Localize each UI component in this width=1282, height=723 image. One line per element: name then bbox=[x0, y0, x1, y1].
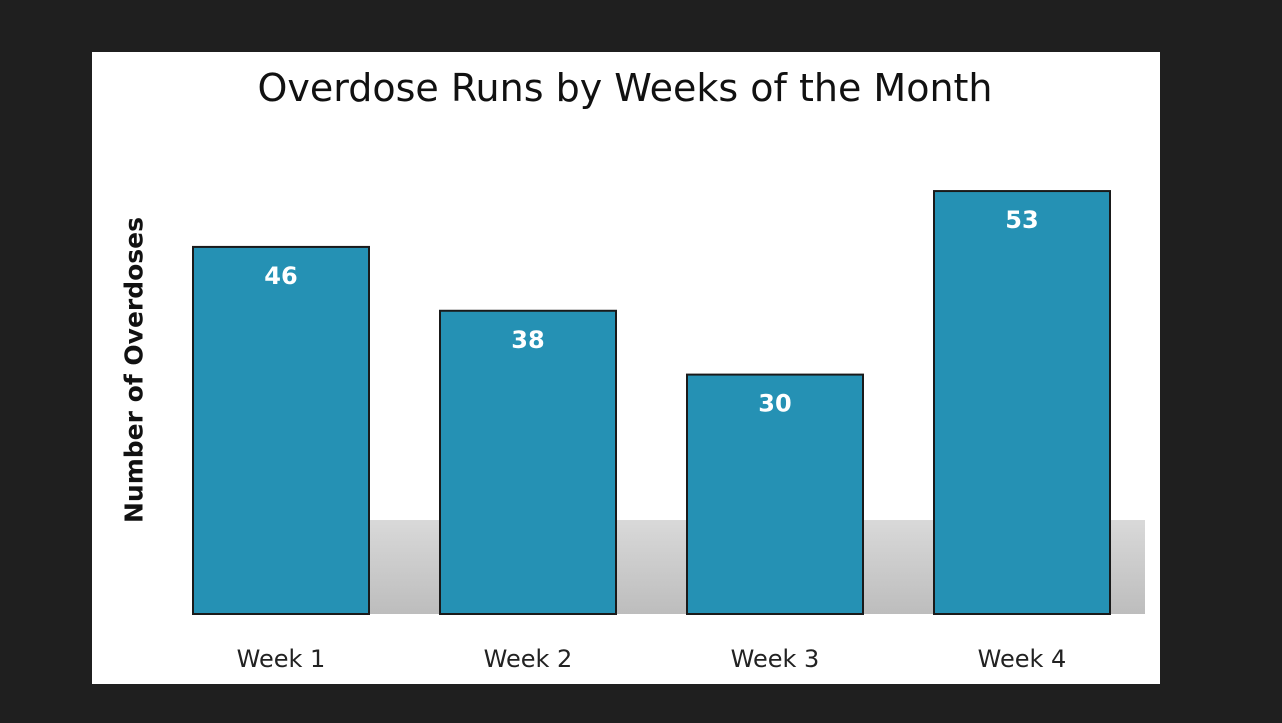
data-label-1: 46 bbox=[264, 262, 297, 290]
bar-2 bbox=[439, 309, 617, 615]
bar-1 bbox=[192, 245, 370, 615]
x-tick-label-3: Week 3 bbox=[731, 645, 820, 673]
data-label-4: 53 bbox=[1005, 206, 1038, 234]
bar-3 bbox=[686, 373, 864, 615]
x-tick-label-2: Week 2 bbox=[484, 645, 573, 673]
data-label-3: 30 bbox=[758, 390, 791, 418]
data-label-2: 38 bbox=[511, 326, 544, 354]
bars-layer bbox=[192, 190, 1111, 615]
x-tick-labels-layer: Week 1 Week 2 Week 3 Week 4 bbox=[237, 645, 1067, 673]
bar-4 bbox=[933, 190, 1111, 615]
data-labels-layer: 46 38 30 53 bbox=[264, 206, 1038, 418]
chart-title: Overdose Runs by Weeks of the Month bbox=[257, 66, 993, 110]
x-tick-label-1: Week 1 bbox=[237, 645, 326, 673]
x-tick-label-4: Week 4 bbox=[978, 645, 1067, 673]
